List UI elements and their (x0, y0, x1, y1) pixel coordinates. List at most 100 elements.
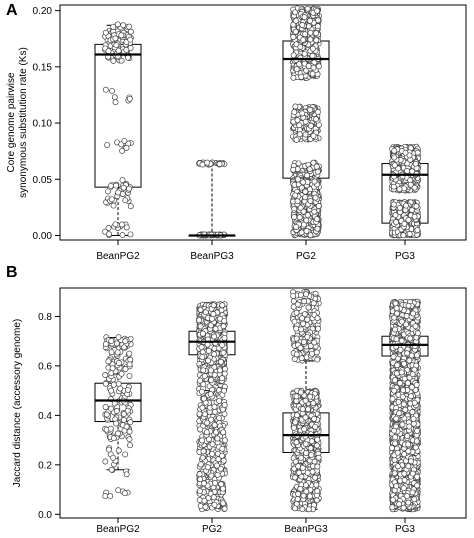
data-point (123, 224, 130, 231)
y-tick-label: 0.20 (33, 6, 53, 17)
data-point (294, 198, 301, 205)
x-axis: BeanPG2 PG2 BeanPG3 PG3 (96, 518, 415, 535)
data-point (120, 22, 127, 29)
panel-letter-a: A (6, 2, 18, 19)
data-point (392, 212, 399, 219)
x-tick-label: PG3 (395, 524, 415, 535)
data-point (297, 43, 304, 50)
data-point (315, 17, 322, 24)
data-point (197, 323, 204, 330)
data-point (290, 74, 297, 81)
data-point (302, 194, 309, 201)
box-pg2 (188, 301, 236, 513)
data-point (127, 442, 133, 449)
data-point (118, 370, 125, 377)
data-point (216, 397, 223, 404)
data-point (105, 446, 112, 453)
data-point (122, 338, 129, 345)
data-point (299, 110, 306, 117)
data-point (309, 70, 316, 77)
data-point (294, 117, 301, 124)
data-point (411, 213, 418, 220)
data-point (109, 87, 115, 94)
data-point (315, 63, 322, 70)
x-tick-label: BeanPG3 (190, 251, 234, 262)
data-point (107, 425, 114, 432)
data-point (198, 344, 205, 351)
data-point (200, 367, 207, 374)
data-point (309, 45, 316, 52)
data-point (110, 381, 117, 388)
data-point (293, 66, 300, 73)
data-point (208, 472, 215, 479)
data-point (313, 30, 320, 37)
data-point (105, 225, 112, 231)
y-tick-label: 0.05 (33, 175, 53, 186)
data-point (393, 219, 399, 226)
data-point (197, 503, 204, 509)
data-point (214, 435, 221, 442)
data-point (391, 147, 398, 154)
data-point (113, 42, 120, 49)
data-point (110, 57, 117, 64)
data-point (112, 35, 119, 42)
data-point (221, 317, 228, 324)
data-point (200, 395, 207, 402)
data-point (299, 22, 306, 28)
y-axis: 0.00.20.40.60.8 (38, 312, 60, 521)
data-point (214, 471, 221, 478)
data-point (219, 375, 225, 382)
data-points (389, 143, 421, 239)
data-point (219, 342, 226, 348)
data-point (314, 7, 321, 14)
data-point (216, 161, 223, 167)
data-point (102, 404, 109, 410)
data-point (402, 202, 409, 209)
x-tick-label: BeanPG2 (96, 251, 140, 262)
data-point (212, 480, 219, 486)
data-point (301, 14, 308, 21)
data-point (208, 416, 215, 423)
data-point (121, 490, 128, 497)
data-point (120, 184, 127, 191)
data-point (307, 36, 314, 43)
data-point (413, 203, 420, 210)
data-point (296, 61, 303, 68)
data-point (204, 464, 211, 471)
data-point (290, 166, 297, 173)
box-beanpg3 (188, 159, 236, 239)
data-point (196, 317, 203, 324)
data-point (293, 136, 300, 143)
x-tick-label: PG2 (202, 524, 222, 535)
data-point (203, 429, 210, 436)
data-point (307, 232, 314, 239)
data-point (199, 354, 206, 360)
data-point (302, 188, 309, 195)
data-point (295, 160, 302, 167)
y-axis-label: synonymous substitution rate (Ks) (18, 47, 29, 198)
data-point (196, 471, 203, 478)
data-point (124, 386, 131, 393)
data-point (111, 94, 118, 101)
data-point (122, 451, 129, 458)
data-point (402, 149, 409, 156)
data-point (216, 415, 223, 422)
data-point (200, 480, 207, 487)
data-point (102, 86, 109, 93)
data-point (115, 447, 122, 454)
data-points (102, 334, 134, 500)
data-point (218, 481, 225, 488)
data-point (121, 137, 128, 144)
data-point (115, 487, 122, 494)
data-point (109, 365, 116, 372)
data-point (127, 36, 134, 43)
data-point (211, 371, 218, 378)
data-point (304, 5, 311, 12)
data-point (102, 458, 109, 465)
data-point (390, 183, 397, 190)
data-point (200, 448, 207, 455)
data-point (122, 197, 129, 204)
data-point (298, 73, 305, 80)
data-point (209, 450, 216, 457)
